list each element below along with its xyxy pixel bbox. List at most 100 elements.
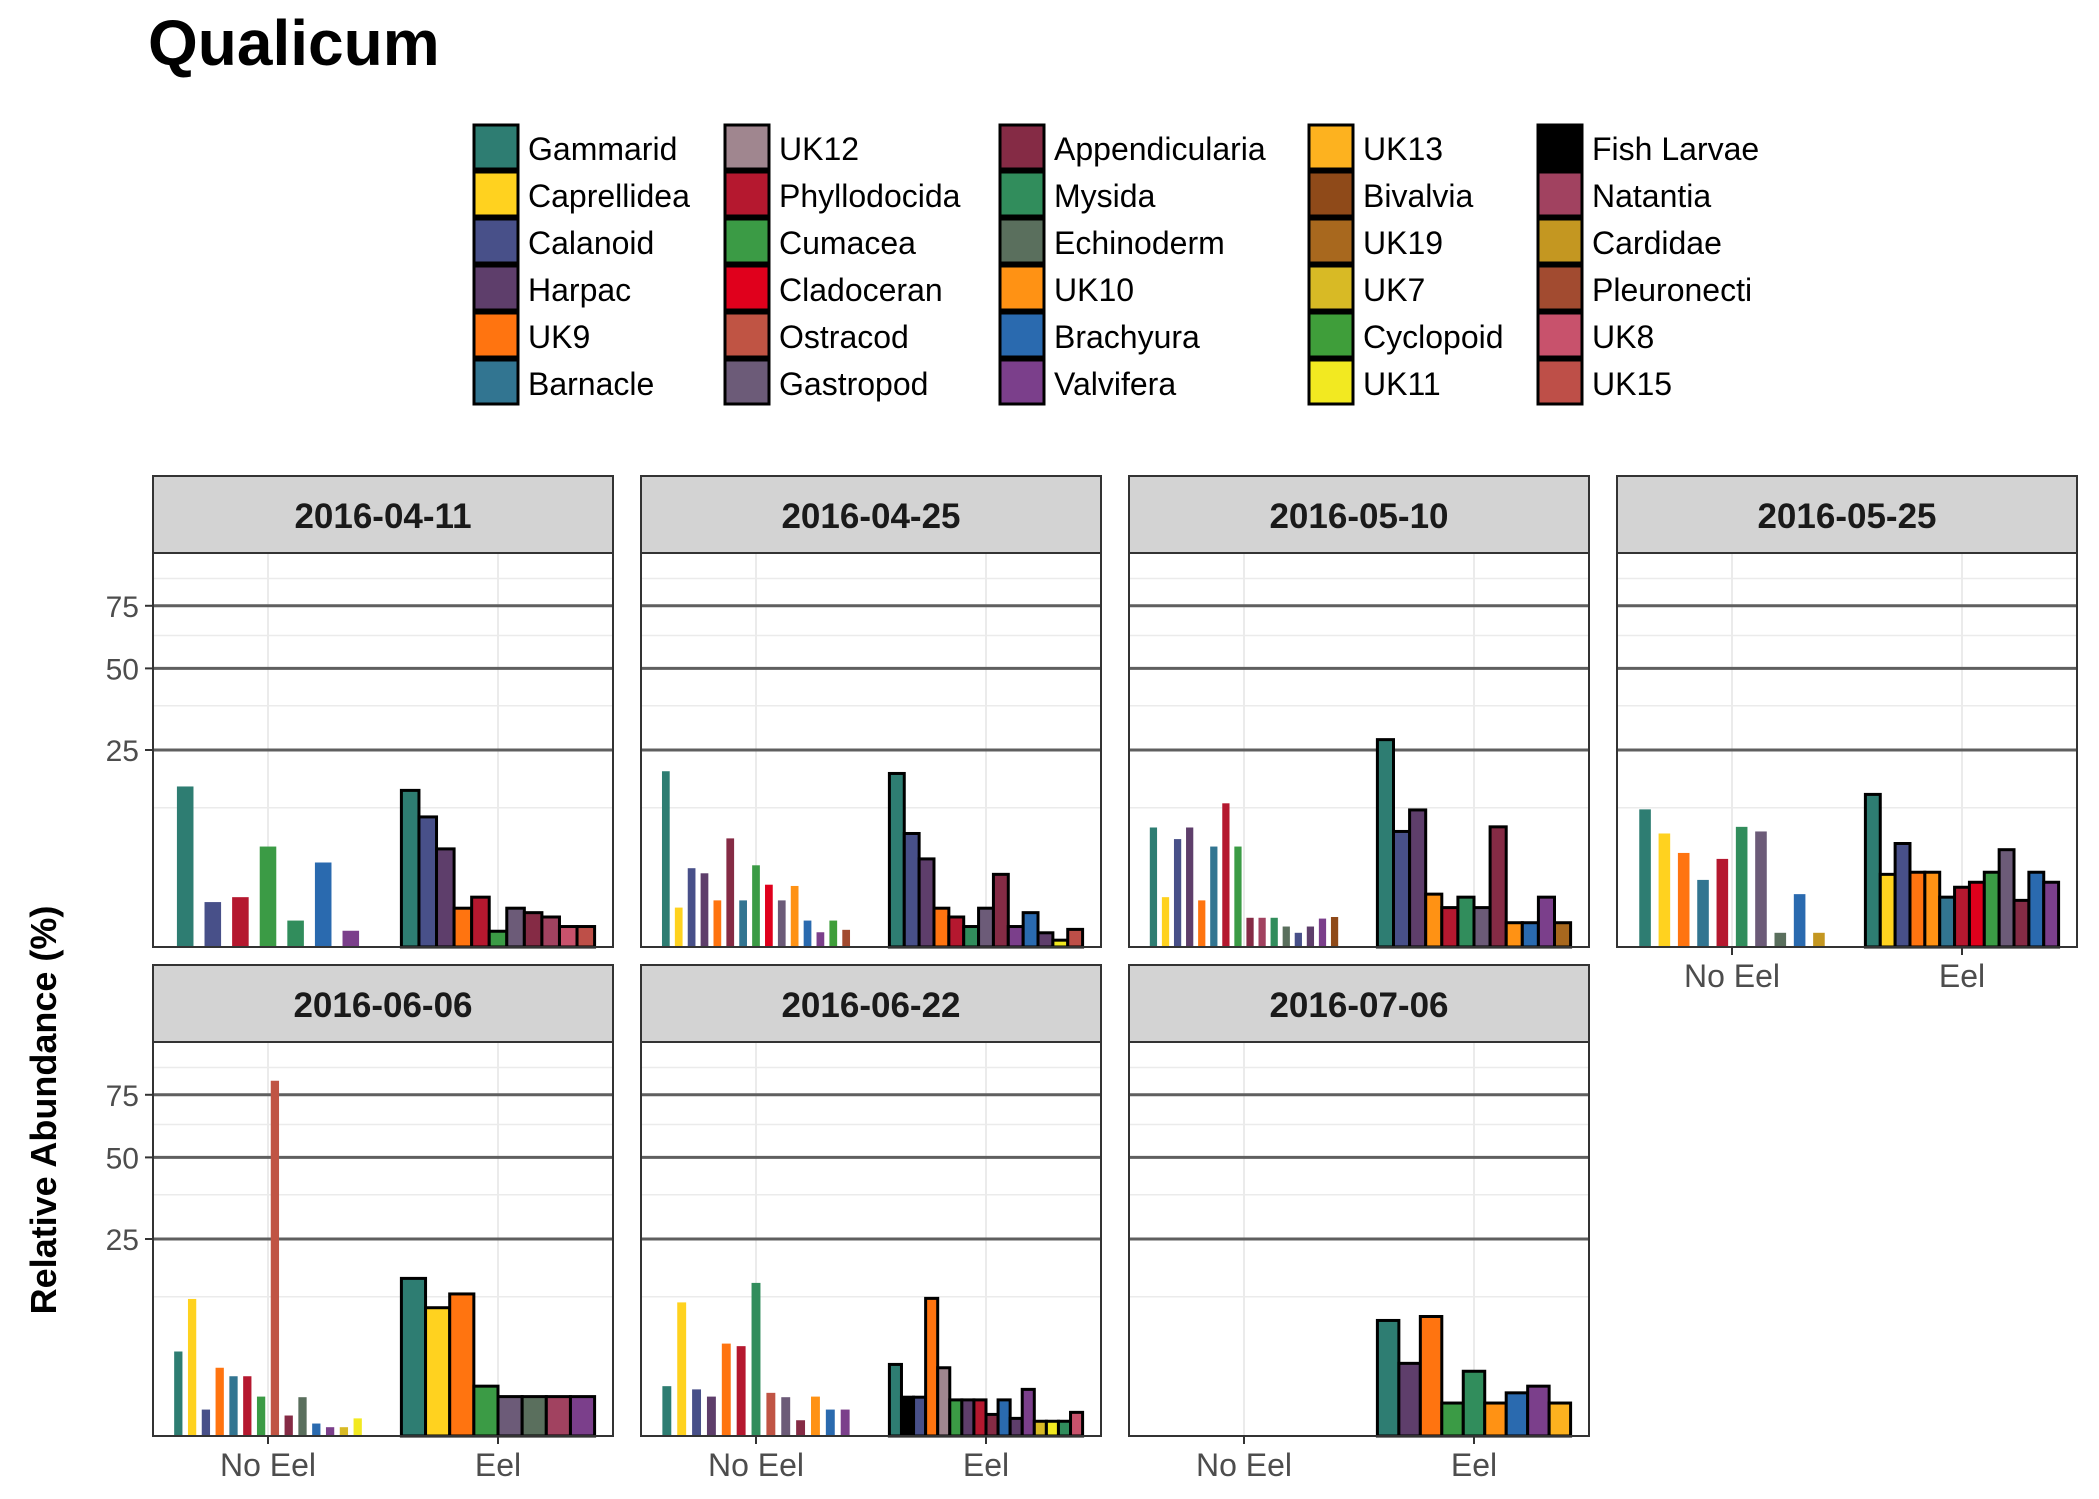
- bar-no-eel-cyclopoid: [829, 920, 838, 947]
- bar-eel-cumacea: [472, 1384, 500, 1438]
- x-tick-label-eel: Eel: [475, 1447, 521, 1483]
- bar-no-eel-valvifera: [325, 1427, 335, 1436]
- bar-no-eel-uk11: [353, 1418, 362, 1436]
- legend-label-caprellidea: Caprellidea: [528, 178, 690, 214]
- legend: Gammarid Caprellidea Calanoid Harpac UK9 Barn…: [472, 123, 1759, 406]
- facet-strip: [1616, 475, 2078, 554]
- bar-eel-appendicularia: [2012, 898, 2031, 949]
- bar-eel-valvifera: [1526, 1384, 1551, 1438]
- bar-no-eel-barnacle: [229, 1376, 238, 1436]
- bar-no-eel-natantia: [1258, 917, 1266, 947]
- bar-eel-uk13: [1547, 1401, 1573, 1438]
- bar-no-eel-gastropod: [781, 1397, 791, 1436]
- bar-no-eel-calanoid: [687, 868, 696, 947]
- bar-eel-gastropod: [496, 1395, 524, 1438]
- bar-no-eel-calanoid: [201, 1409, 211, 1436]
- legend-label-cyclopoid: Cyclopoid: [1363, 319, 1504, 355]
- legend-label-uk8: UK8: [1592, 319, 1654, 355]
- bar-eel-gastropod: [1472, 906, 1492, 949]
- bar-no-eel-gammarid: [174, 1351, 183, 1436]
- legend-key-harpac: [472, 264, 520, 312]
- legend-label-uk11: UK11: [1363, 366, 1441, 402]
- bar-no-eel-phyllodocida: [243, 1376, 252, 1436]
- bar-eel-uk10: [1923, 870, 1942, 949]
- legend-key-pleuronecti: [1536, 264, 1584, 312]
- legend-key-uk7: [1307, 264, 1355, 312]
- legend-key-cumacea: [723, 217, 771, 265]
- bar-no-eel-gastropod: [777, 900, 786, 947]
- bar-no-eel-calanoid: [1173, 839, 1182, 947]
- x-tick-label-eel: Eel: [1939, 958, 1985, 994]
- legend-label-pleuronecti: Pleuronecti: [1592, 272, 1752, 308]
- bar-eel-uk15: [1066, 927, 1085, 949]
- bar-no-eel-harpac: [1186, 827, 1194, 947]
- facet-strip: [152, 964, 614, 1043]
- bar-no-eel-valvifera: [816, 932, 825, 947]
- facet-strip: [1128, 964, 1590, 1043]
- bar-eel-uk9: [924, 1296, 940, 1438]
- legend-key-cladoceran: [723, 264, 771, 312]
- bar-no-eel-uk9: [1677, 852, 1690, 947]
- bar-eel-phyllodocida: [1953, 885, 1971, 949]
- bar-eel-valvifera: [2042, 880, 2061, 949]
- legend-label-valvifera: Valvifera: [1054, 366, 1176, 402]
- facet-2016-07-06: 2016-07-06 No Eel Eel: [1128, 964, 1590, 1483]
- bar-no-eel-cardidae: [1813, 932, 1825, 947]
- facet-strip: [640, 475, 1102, 554]
- bar-no-eel-cumacea: [259, 846, 277, 947]
- facet-strip-label: 2016-05-25: [1757, 497, 1936, 536]
- x-tick-label-eel: Eel: [1451, 1447, 1497, 1483]
- facet-strip-label: 2016-06-06: [293, 986, 472, 1025]
- bar-no-eel-cumacea: [1234, 846, 1242, 947]
- legend-label-uk9: UK9: [528, 319, 590, 355]
- bar-eel-phyllodocida: [1440, 906, 1460, 949]
- y-tick-label: 75: [106, 1080, 139, 1113]
- legend-key-natantia: [1536, 170, 1584, 218]
- bar-eel-uk9: [1908, 870, 1927, 949]
- bar-no-eel-phyllodocida: [232, 897, 249, 947]
- bar-no-eel-harpac: [706, 1396, 716, 1436]
- bar-eel-phyllodocida: [972, 1398, 988, 1438]
- legend-key-appendicularia: [998, 123, 1046, 171]
- bar-no-eel-valvifera: [1318, 918, 1327, 947]
- bar-eel-calanoid: [417, 815, 439, 949]
- legend-key-uk15: [1536, 358, 1584, 406]
- bar-no-eel-caprellidea: [1658, 833, 1671, 947]
- bar-no-eel-harpac: [700, 873, 709, 947]
- bar-no-eel-cladoceran: [765, 884, 773, 947]
- bar-eel-natantia: [544, 1395, 572, 1438]
- bar-no-eel-mysida: [1735, 826, 1748, 947]
- bar-eel-cumacea: [948, 1398, 964, 1438]
- bar-eel-uk11: [1051, 938, 1070, 949]
- bar-eel-uk9: [452, 906, 474, 949]
- bar-eel-gastropod: [977, 906, 995, 949]
- bar-eel-echinoderm: [520, 1395, 548, 1438]
- bar-no-eel-mysida: [1270, 917, 1278, 947]
- bar-eel-mysida: [1056, 1419, 1073, 1438]
- x-tick-label-no-eel: No Eel: [220, 1447, 316, 1483]
- bar-eel-uk8: [1069, 1410, 1085, 1438]
- legend-label-cardidae: Cardidae: [1592, 225, 1722, 261]
- bar-eel-harpac: [1008, 1416, 1024, 1438]
- bar-no-eel-brachyura: [825, 1409, 835, 1436]
- bar-eel-gastropod: [1997, 848, 2016, 949]
- bar-no-eel-uk9: [215, 1367, 224, 1436]
- bar-eel-gastropod: [505, 906, 526, 949]
- bar-eel-cumacea: [487, 929, 509, 949]
- bar-eel-phyllodocida: [470, 895, 491, 949]
- bar-eel-harpac: [917, 857, 936, 949]
- bar-no-eel-barnacle: [739, 900, 747, 947]
- bar-no-eel-valvifera: [342, 930, 360, 947]
- legend-key-uk19: [1307, 217, 1355, 265]
- y-tick-label: 75: [106, 591, 139, 624]
- panel-border: [1128, 1041, 1590, 1437]
- bar-eel-caprellidea: [424, 1306, 452, 1438]
- legend-label-uk13: UK13: [1363, 131, 1443, 167]
- bar-eel-uk7: [1032, 1419, 1048, 1438]
- facet-strip-label: 2016-04-11: [294, 497, 471, 536]
- bar-eel-mysida: [1456, 895, 1476, 949]
- bar-eel-gammarid: [887, 771, 906, 949]
- bar-eel-uk10: [1504, 921, 1524, 949]
- legend-label-brachyura: Brachyura: [1054, 319, 1200, 355]
